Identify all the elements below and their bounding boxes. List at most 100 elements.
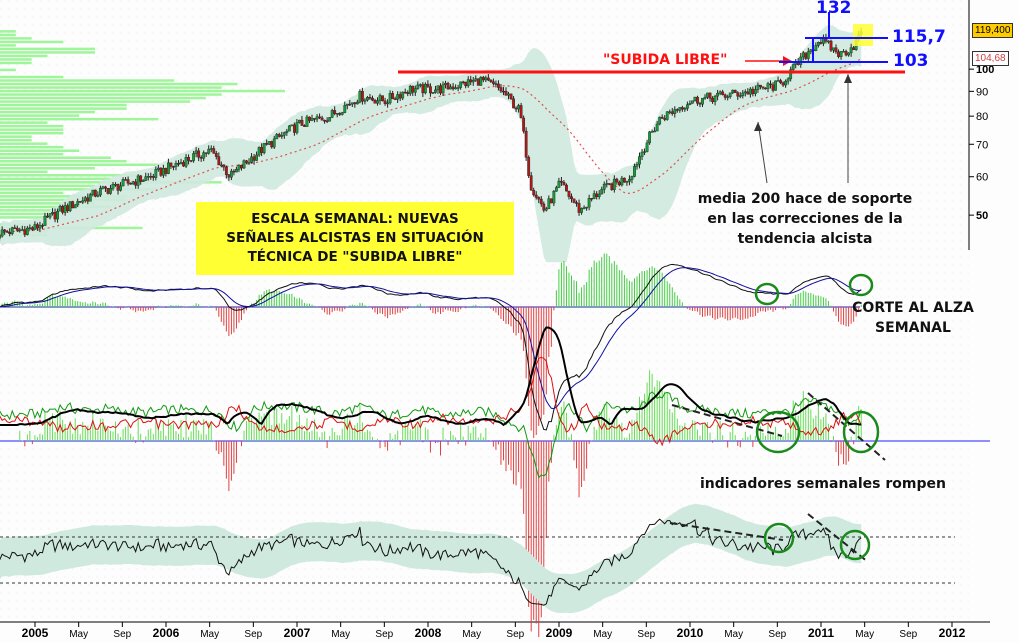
candle [71, 201, 75, 209]
x-tick-label: Sep [244, 629, 262, 640]
candle [265, 143, 269, 145]
signal-circle [763, 522, 795, 554]
candle [280, 135, 284, 137]
corte-line-2: SEMANAL [875, 320, 951, 336]
candle [602, 183, 606, 190]
volume-profile-bar [0, 40, 64, 44]
candle [784, 80, 788, 86]
candle [323, 120, 327, 122]
volume-profile-bar [0, 93, 222, 96]
candle [743, 91, 747, 94]
volume-profile-bar [0, 216, 48, 219]
candle [335, 113, 339, 115]
candle [436, 85, 440, 91]
candle [86, 197, 90, 202]
candle [146, 176, 150, 178]
x-tick-label: May [855, 629, 874, 640]
candle [806, 51, 810, 59]
candle [139, 175, 143, 182]
level-103-label: 103 [893, 51, 929, 71]
volume-profile-bar [0, 124, 64, 128]
volume-profile-bar [0, 96, 206, 100]
candle [91, 189, 95, 195]
candle [456, 87, 460, 89]
candle [149, 176, 153, 178]
candle [245, 160, 248, 163]
candle [48, 213, 52, 218]
candle [366, 97, 369, 101]
candle [192, 153, 196, 161]
candle [774, 80, 777, 91]
candle [592, 193, 596, 199]
candle [764, 87, 767, 90]
candle [267, 141, 271, 145]
signal-circle [755, 410, 801, 454]
candle [38, 225, 42, 229]
candle [10, 227, 14, 234]
candle [333, 110, 337, 114]
candle [144, 176, 148, 181]
candle [698, 103, 702, 105]
volume-profile-bar [0, 212, 48, 216]
candle [156, 167, 160, 170]
candle [8, 231, 12, 234]
media200-note: media 200 hace de soporte en las correcc… [690, 189, 920, 249]
candle [713, 95, 717, 102]
candle [736, 92, 740, 97]
candle [474, 78, 478, 81]
candle [638, 156, 641, 165]
candle [738, 95, 742, 97]
info-box: ESCALA SEMANAL: NUEVAS SEÑALES ALCISTAS … [196, 202, 514, 275]
volume-profile-bar [0, 100, 190, 103]
candle [701, 97, 704, 105]
candle [308, 116, 311, 121]
candle [509, 93, 513, 99]
volume-profile-bar [0, 160, 127, 163]
candle [81, 200, 85, 203]
candle [693, 96, 697, 101]
candle [522, 117, 526, 132]
candle [212, 148, 216, 154]
candle [454, 87, 458, 90]
candle [413, 88, 417, 93]
candle [449, 86, 452, 90]
x-tick-label: Sep [899, 629, 917, 640]
candle [189, 160, 193, 162]
candle [313, 118, 316, 120]
candle [159, 167, 163, 176]
candle [174, 163, 178, 167]
candle [124, 179, 127, 181]
x-tick-label: Sep [113, 629, 131, 640]
candle [98, 188, 102, 196]
candle [630, 176, 634, 180]
corte-line-1: CORTE AL ALZA [852, 300, 974, 316]
candle [612, 178, 616, 190]
candle [789, 69, 793, 80]
candle [741, 92, 745, 96]
volume-profile-bar [0, 37, 32, 40]
candle [0, 235, 2, 239]
corte-note: CORTE AL ALZA SEMANAL [838, 298, 988, 338]
candle [819, 42, 823, 44]
candle [476, 78, 480, 86]
candle [25, 227, 29, 235]
volume-profile-bar [0, 174, 143, 177]
candle [184, 157, 188, 167]
x-tick-label: 2010 [677, 626, 704, 640]
volume-profile-bar [0, 135, 32, 138]
candle [187, 157, 190, 161]
media200-line-1: media 200 hace de soporte [697, 191, 913, 207]
candle [177, 163, 180, 165]
candle [126, 179, 130, 184]
candle [653, 130, 657, 133]
y-tick-label: 60 [976, 172, 988, 184]
rsi-line [0, 518, 862, 606]
trendline [807, 513, 869, 563]
candle [728, 92, 732, 97]
candle [116, 184, 120, 191]
candle [499, 87, 503, 92]
signal-circle [848, 273, 874, 297]
candle [358, 91, 362, 103]
candle [635, 164, 639, 167]
candle [673, 109, 677, 114]
